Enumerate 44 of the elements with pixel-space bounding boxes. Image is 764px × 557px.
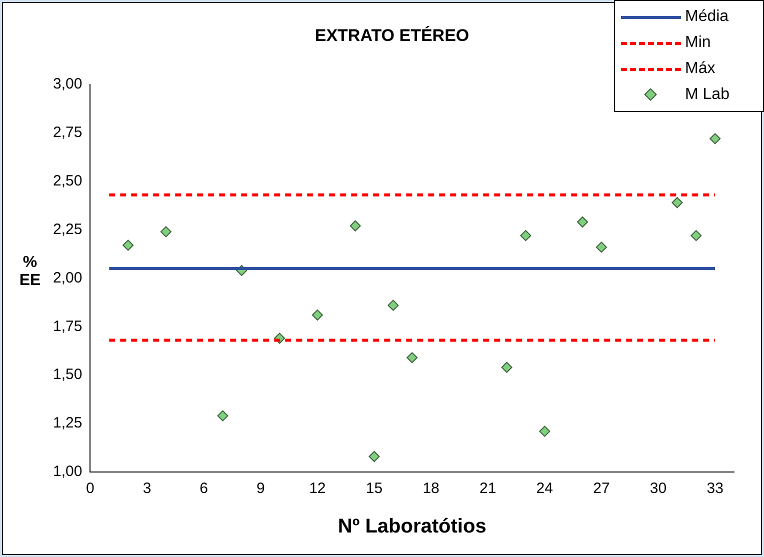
point: [368, 450, 380, 462]
x-tick-label: 3: [142, 480, 152, 498]
x-tick-label: 6: [200, 480, 208, 498]
legend-label: Min: [685, 34, 711, 52]
x-tick-label: 12: [309, 480, 326, 498]
legend-label: Máx: [685, 60, 716, 78]
y-tick-label: 1,25: [52, 414, 82, 432]
x-tick-label: 18: [422, 480, 440, 498]
y-axis-title: % EE: [19, 254, 41, 290]
x-tick-label: 21: [479, 480, 496, 498]
point: [406, 352, 418, 364]
point: [690, 230, 702, 242]
chart-title: EXTRATO ETÉREO: [314, 24, 470, 45]
point: [501, 362, 512, 373]
point: [539, 426, 550, 437]
x-tick-label: 33: [706, 480, 724, 498]
point: [122, 240, 134, 251]
legend-label: Média: [685, 8, 729, 26]
y-tick-label: 3,00: [52, 76, 82, 93]
y-tick-label: 1,75: [52, 318, 82, 335]
x-tick-label: 24: [536, 480, 553, 498]
y-tick-label: 1,50: [52, 366, 82, 384]
y-tick-label: 2,00: [52, 269, 82, 286]
point: [160, 226, 172, 238]
point: [577, 216, 588, 228]
point: [217, 410, 228, 422]
x-axis-title: Nº Laboratótios: [338, 516, 486, 538]
x-tick-label: 15: [366, 480, 383, 498]
point: [312, 310, 323, 321]
point: [672, 197, 683, 208]
x-tick-label: 9: [256, 480, 265, 498]
point: [388, 300, 399, 311]
x-tick-label: 30: [650, 480, 667, 498]
point: [520, 230, 532, 242]
y-tick-label: 2,25: [52, 220, 82, 238]
y-tick-label: 1,00: [52, 463, 82, 480]
legend-label: M Lab: [685, 86, 730, 104]
y-tick-label: 2,50: [52, 172, 82, 190]
point: [596, 242, 607, 253]
y-tick-label: 2,75: [52, 124, 82, 141]
point: [710, 133, 721, 144]
x-tick-label: 27: [593, 480, 610, 498]
point: [350, 220, 361, 232]
x-tick-label: 0: [86, 480, 94, 498]
